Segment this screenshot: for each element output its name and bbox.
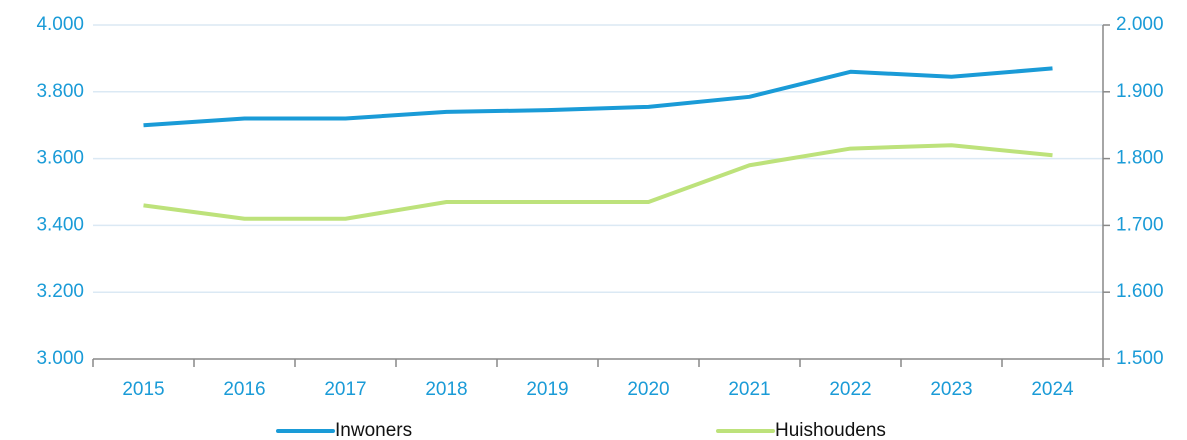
x-tick-label: 2016 [223,379,265,400]
y2-tick-label: 1.500 [1116,348,1164,369]
legend-label: Huishoudens [775,420,886,440]
x-tick-label: 2020 [627,379,669,400]
y2-tick-label: 1.800 [1116,148,1164,169]
y-tick-label: 3.000 [36,348,84,369]
y2-tick-label: 1.600 [1116,281,1164,302]
legend-label: Inwoners [335,420,412,440]
series-line [143,143,1053,221]
y2-tick-label: 1.700 [1116,214,1164,235]
y2-tick-label: 2.000 [1116,14,1164,35]
x-tick-label: 2024 [1031,379,1074,400]
y2-tick-label: 1.900 [1116,81,1164,102]
x-tick-label: 2021 [728,379,770,400]
x-tick-label: 2018 [425,379,467,400]
x-tick-label: 2023 [930,379,972,400]
y-tick-label: 4.000 [36,14,84,35]
y-tick-label: 3.600 [36,148,84,169]
y-tick-label: 3.800 [36,81,84,102]
series-line [143,66,1053,128]
x-tick-label: 2019 [526,379,568,400]
y-tick-label: 3.200 [36,281,84,302]
y-tick-label: 3.400 [36,214,84,235]
x-tick-label: 2022 [829,379,871,400]
x-tick-label: 2017 [324,379,366,400]
x-tick-label: 2015 [122,379,164,400]
